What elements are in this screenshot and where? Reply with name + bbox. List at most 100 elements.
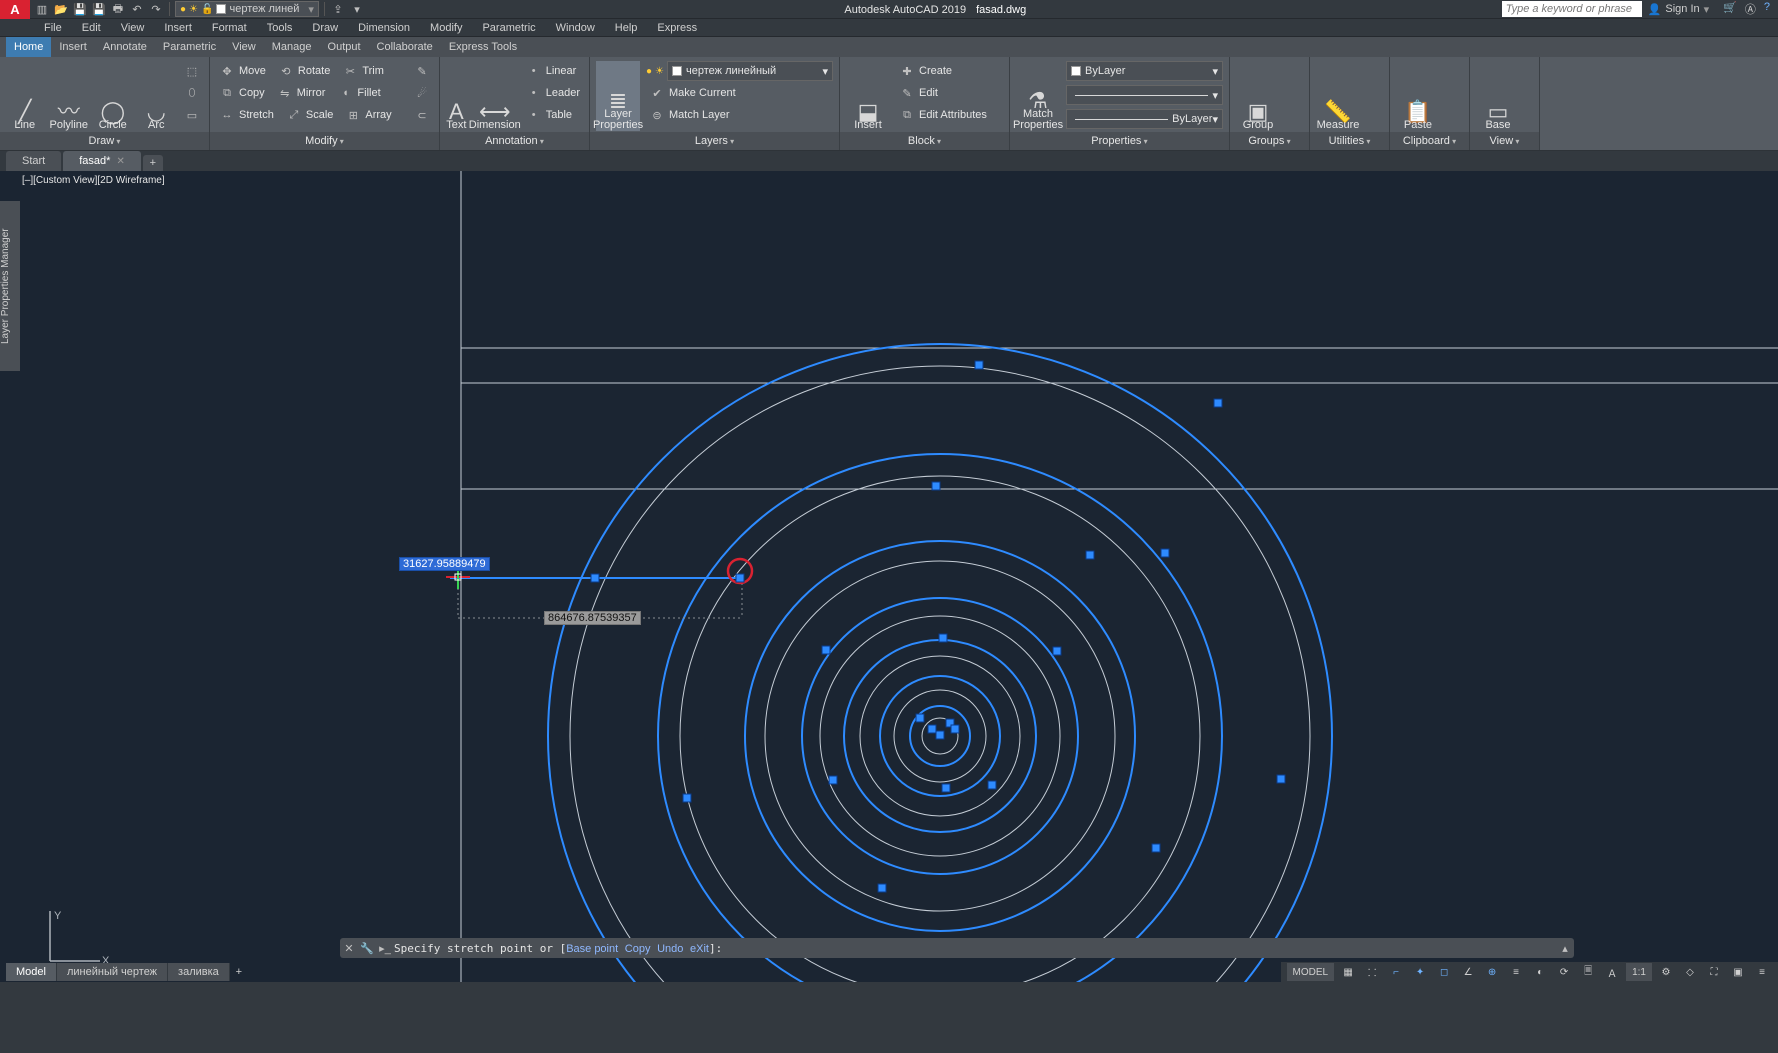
- plot-icon[interactable]: 🖶: [110, 1, 126, 17]
- offset-icon[interactable]: ⊂: [411, 105, 433, 125]
- close-tab-icon[interactable]: ✕: [116, 156, 124, 167]
- create-block-button[interactable]: ✚Create: [896, 61, 990, 81]
- snap-icon[interactable]: ⸬: [1362, 963, 1382, 981]
- annomon-icon[interactable]: 🗏: [1578, 963, 1598, 981]
- array-button[interactable]: ⊞Array: [342, 105, 394, 125]
- group-button[interactable]: ▣Group: [1236, 61, 1280, 131]
- hardware-icon[interactable]: ⛶: [1704, 963, 1724, 981]
- panel-clipboard-title[interactable]: Clipboard: [1403, 135, 1456, 147]
- customize-icon[interactable]: ≡: [1752, 963, 1772, 981]
- cart-icon[interactable]: 🛒: [1723, 1, 1737, 17]
- layout-tab[interactable]: линейный чертеж: [57, 963, 168, 981]
- menu-parametric[interactable]: Parametric: [472, 19, 545, 36]
- new-tab-button[interactable]: +: [143, 155, 163, 171]
- ribbon-tab-output[interactable]: Output: [320, 37, 369, 57]
- menu-express[interactable]: Express: [647, 19, 707, 36]
- qat-dd-icon[interactable]: ▾: [349, 1, 365, 17]
- canvas[interactable]: YX: [20, 171, 1778, 982]
- otrack-icon[interactable]: ∠: [1458, 963, 1478, 981]
- insert-button[interactable]: ⬓Insert: [846, 61, 890, 131]
- lineweight-icon[interactable]: ≡: [1506, 963, 1526, 981]
- drawing-area[interactable]: Layer Properties Manager [–][Custom View…: [0, 171, 1778, 982]
- circle-button[interactable]: ◯Circle: [94, 61, 131, 131]
- fillet-button[interactable]: ◖Fillet: [334, 83, 383, 103]
- text-button[interactable]: AText: [446, 61, 467, 131]
- ribbon-tab-annotate[interactable]: Annotate: [95, 37, 155, 57]
- make-current-button[interactable]: ✔Make Current: [646, 83, 833, 103]
- ribbon-tab-manage[interactable]: Manage: [264, 37, 320, 57]
- doc-tab[interactable]: fasad*✕: [63, 151, 141, 171]
- scale-button[interactable]: 1:1: [1626, 963, 1652, 981]
- doc-tab[interactable]: Start: [6, 151, 61, 171]
- draw-extra-icon[interactable]: ⬯: [181, 83, 203, 103]
- stretch-button[interactable]: ↔Stretch: [216, 105, 277, 125]
- new-layout-button[interactable]: +: [230, 966, 248, 978]
- help-icon[interactable]: ?: [1764, 1, 1770, 17]
- app-logo[interactable]: A: [0, 0, 30, 19]
- menu-insert[interactable]: Insert: [154, 19, 202, 36]
- linetype-combo[interactable]: ByLayer▾: [1066, 109, 1223, 129]
- ribbon-tab-parametric[interactable]: Parametric: [155, 37, 224, 57]
- redo-icon[interactable]: ↷: [148, 1, 164, 17]
- workspace-icon[interactable]: ⚙: [1656, 963, 1676, 981]
- annoscale-icon[interactable]: Ａ: [1602, 963, 1622, 981]
- polyline-button[interactable]: 〰Polyline: [49, 61, 88, 131]
- ribbon-tab-collaborate[interactable]: Collaborate: [369, 37, 441, 57]
- bulb-icon[interactable]: ●: [646, 66, 652, 77]
- color-combo[interactable]: ByLayer▾: [1066, 61, 1223, 81]
- panel-draw-title[interactable]: Draw: [89, 135, 121, 147]
- lineweight-combo[interactable]: ▾: [1066, 85, 1223, 105]
- layer-combo[interactable]: чертеж линейный▾: [667, 61, 833, 81]
- qat-layer-combo[interactable]: ● ☀ 🔓 чертеж линей ▾: [175, 1, 319, 17]
- search-input[interactable]: Type a keyword or phrase: [1502, 1, 1642, 17]
- dyn-input-icon[interactable]: ⊕: [1482, 963, 1502, 981]
- cleanscreen-icon[interactable]: ▣: [1728, 963, 1748, 981]
- ribbon-tab-home[interactable]: Home: [6, 37, 51, 57]
- measure-button[interactable]: 📏Measure: [1316, 61, 1360, 131]
- cmd-history-icon[interactable]: ▴: [1556, 942, 1574, 955]
- menu-draw[interactable]: Draw: [302, 19, 348, 36]
- layer-manager-tab[interactable]: Layer Properties Manager: [0, 201, 20, 371]
- exchange-icon[interactable]: Ⓐ: [1745, 1, 1756, 17]
- dynamic-input[interactable]: 31627.95889479: [399, 557, 490, 571]
- menu-window[interactable]: Window: [546, 19, 605, 36]
- panel-groups-title[interactable]: Groups: [1248, 135, 1290, 147]
- sun-icon[interactable]: ☀: [655, 66, 664, 77]
- rotate-button[interactable]: ⟲Rotate: [275, 61, 333, 81]
- saveas-icon[interactable]: 💾: [91, 1, 107, 17]
- linear-button[interactable]: •Linear: [523, 61, 583, 81]
- menu-format[interactable]: Format: [202, 19, 257, 36]
- arc-button[interactable]: ◡Arc: [138, 61, 175, 131]
- ribbon-tab-express-tools[interactable]: Express Tools: [441, 37, 525, 57]
- save-icon[interactable]: 💾: [72, 1, 88, 17]
- paste-button[interactable]: 📋Paste: [1396, 61, 1440, 131]
- menu-tools[interactable]: Tools: [257, 19, 303, 36]
- cmd-close-icon[interactable]: ✕: [340, 942, 358, 955]
- panel-annotation-title[interactable]: Annotation: [485, 135, 544, 147]
- panel-properties-title[interactable]: Properties: [1091, 135, 1147, 147]
- menu-modify[interactable]: Modify: [420, 19, 472, 36]
- osnap-icon[interactable]: ◻: [1434, 963, 1454, 981]
- panel-layers-title[interactable]: Layers: [695, 135, 734, 147]
- explode-icon[interactable]: ☄: [411, 83, 433, 103]
- share-icon[interactable]: ⇪: [330, 1, 346, 17]
- menu-dimension[interactable]: Dimension: [348, 19, 420, 36]
- ortho-icon[interactable]: ⌐: [1386, 963, 1406, 981]
- trim-button[interactable]: ✂Trim: [339, 61, 387, 81]
- edit-attr-button[interactable]: ⧉Edit Attributes: [896, 105, 990, 125]
- command-line[interactable]: ✕ 🔧 ▸_ Specify stretch point or [Base po…: [340, 938, 1574, 958]
- dimension-button[interactable]: ⟷Dimension: [473, 61, 517, 131]
- isodraft-icon[interactable]: ◇: [1680, 963, 1700, 981]
- panel-block-title[interactable]: Block: [908, 135, 941, 147]
- base-view-button[interactable]: ▭Base: [1476, 61, 1520, 131]
- panel-view-title[interactable]: View: [1490, 135, 1520, 147]
- layer-properties-button[interactable]: ≣Layer Properties: [596, 61, 640, 131]
- menu-edit[interactable]: Edit: [72, 19, 111, 36]
- move-button[interactable]: ✥Move: [216, 61, 269, 81]
- model-space-button[interactable]: MODEL: [1287, 963, 1335, 981]
- copy-button[interactable]: ⧉Copy: [216, 83, 268, 103]
- mirror-button[interactable]: ⇋Mirror: [274, 83, 329, 103]
- layout-tab[interactable]: заливка: [168, 963, 230, 981]
- match-layer-button[interactable]: ⊜Match Layer: [646, 105, 833, 125]
- menu-file[interactable]: File: [34, 19, 72, 36]
